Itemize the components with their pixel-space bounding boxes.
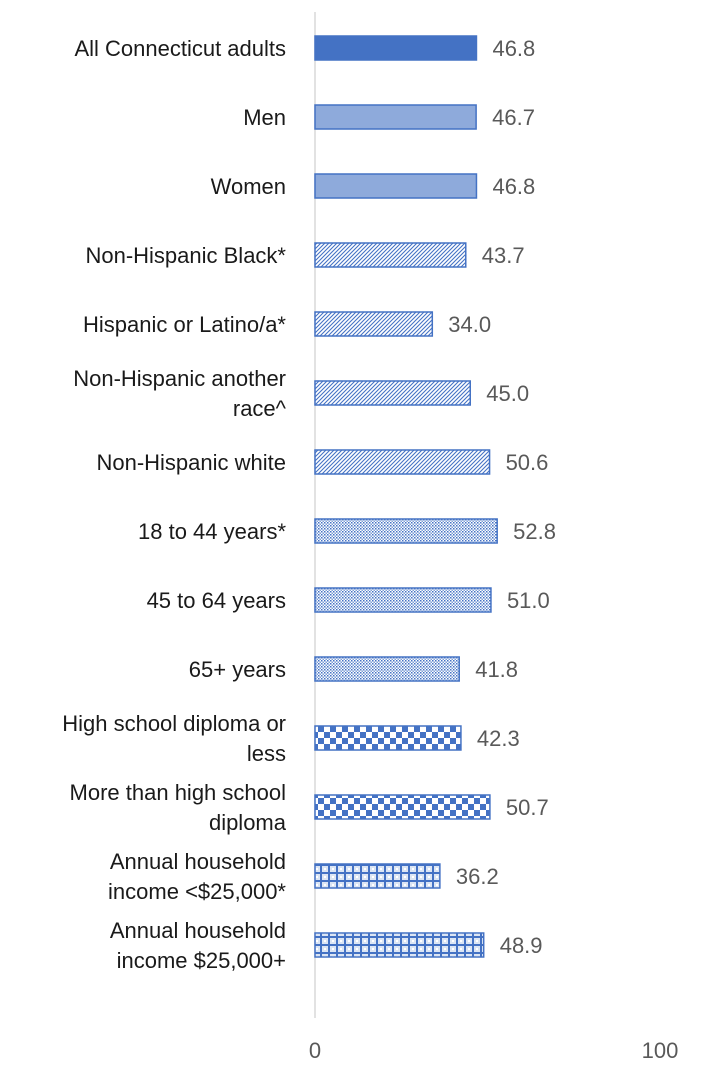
bar-10 [314, 725, 462, 751]
category-label-7: 18 to 44 years* [138, 519, 286, 544]
bar-1 [314, 104, 477, 130]
category-label-line: Non-Hispanic another [73, 366, 286, 391]
bar-9 [314, 656, 460, 682]
bar-7 [314, 518, 498, 544]
labels-layer: 46.8 All Connecticut adults 46.7 Men 46.8 Wom… [62, 36, 678, 1063]
bars-layer [314, 35, 498, 958]
category-label-0: All Connecticut adults [74, 36, 286, 61]
category-label-6: Non-Hispanic white [96, 450, 286, 475]
category-label-line: income $25,000+ [117, 948, 286, 973]
value-label-2: 46.8 [492, 174, 535, 199]
category-label-line: income <$25,000* [108, 879, 286, 904]
value-label-5: 45.0 [486, 381, 529, 406]
bar-2 [314, 173, 478, 199]
category-label-1: Men [243, 105, 286, 130]
value-label-7: 52.8 [513, 519, 556, 544]
bar-5 [314, 380, 471, 406]
category-label-line: More than high school [70, 780, 286, 805]
category-label-line: 18 to 44 years* [138, 519, 286, 544]
category-label-line: race^ [233, 396, 287, 421]
bar-3 [314, 242, 467, 268]
category-label-line: 65+ years [189, 657, 286, 682]
category-label-line: Non-Hispanic white [96, 450, 286, 475]
category-label-5: Non-Hispanic another race^ [73, 366, 286, 421]
bar-12 [314, 863, 441, 889]
category-label-3: Non-Hispanic Black* [85, 243, 286, 268]
category-label-line: 45 to 64 years [147, 588, 286, 613]
value-label-1: 46.7 [492, 105, 535, 130]
value-label-4: 34.0 [448, 312, 491, 337]
category-label-9: 65+ years [189, 657, 286, 682]
category-label-12: Annual household income <$25,000* [108, 849, 286, 904]
category-label-13: Annual household income $25,000+ [110, 918, 286, 973]
bar-6 [314, 449, 491, 475]
bar-4 [314, 311, 434, 337]
value-label-13: 48.9 [500, 933, 543, 958]
category-label-line: less [247, 741, 286, 766]
bar-8 [314, 587, 492, 613]
value-label-0: 46.8 [492, 36, 535, 61]
category-label-11: More than high school diploma [70, 780, 287, 835]
category-label-10: High school diploma or less [62, 711, 286, 766]
x-tick-label-0: 0 [309, 1038, 321, 1063]
value-label-6: 50.6 [506, 450, 549, 475]
category-label-line: Hispanic or Latino/a* [83, 312, 286, 337]
category-label-line: Annual household [110, 849, 286, 874]
bar-0 [314, 35, 478, 61]
value-label-9: 41.8 [475, 657, 518, 682]
category-label-2: Women [211, 174, 286, 199]
x-tick-label-1: 100 [642, 1038, 679, 1063]
value-label-3: 43.7 [482, 243, 525, 268]
bar-11 [314, 794, 491, 820]
category-label-line: diploma [209, 810, 287, 835]
category-label-line: All Connecticut adults [74, 36, 286, 61]
category-label-line: High school diploma or [62, 711, 286, 736]
category-label-line: Women [211, 174, 286, 199]
value-label-11: 50.7 [506, 795, 549, 820]
category-label-8: 45 to 64 years [147, 588, 286, 613]
value-label-12: 36.2 [456, 864, 499, 889]
category-label-line: Annual household [110, 918, 286, 943]
category-label-4: Hispanic or Latino/a* [83, 312, 286, 337]
category-label-line: Men [243, 105, 286, 130]
value-label-8: 51.0 [507, 588, 550, 613]
bar-13 [314, 932, 485, 958]
category-label-line: Non-Hispanic Black* [85, 243, 286, 268]
value-label-10: 42.3 [477, 726, 520, 751]
